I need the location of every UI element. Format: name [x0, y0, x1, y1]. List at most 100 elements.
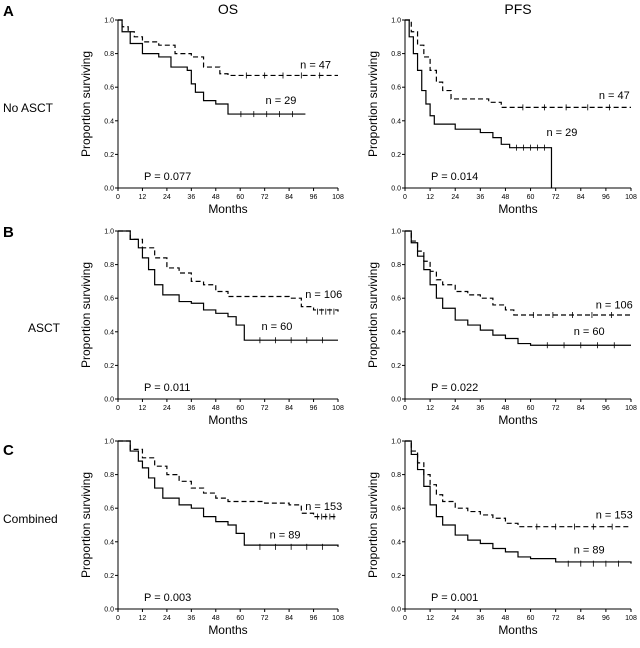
y-tick-label: 0.0: [391, 186, 401, 193]
x-tick-label: 0: [116, 194, 120, 201]
x-axis-label: Months: [208, 623, 247, 637]
column-title-os: OS: [218, 1, 238, 17]
y-axis-label: Proportion surviving: [366, 51, 380, 157]
x-tick-label: 12: [426, 405, 434, 412]
y-tick-label: 0.8: [104, 472, 114, 479]
y-tick-label: 0.4: [391, 539, 401, 546]
p-value-label: P = 0.014: [431, 171, 478, 183]
y-tick-label: 0.2: [391, 363, 401, 370]
x-tick-label: 108: [625, 615, 637, 622]
y-tick-label: 0.2: [104, 363, 114, 370]
x-tick-label: 36: [187, 194, 195, 201]
y-axis-label: Proportion surviving: [79, 51, 93, 157]
series-n-label: n = 106: [305, 289, 342, 301]
y-axis-label: Proportion surviving: [366, 262, 380, 368]
series-n-label: n = 89: [270, 529, 301, 541]
y-tick-label: 0.6: [391, 506, 401, 513]
chart-c-os: 0.0 0.2 0.4 0.6 0.8 1.0 0 12 24 36 48 60 72 84 96 108 Mo…: [79, 439, 344, 638]
y-tick-label: 0.2: [104, 152, 114, 159]
series-line-dashed: [405, 19, 631, 108]
x-tick-label: 96: [602, 194, 610, 201]
y-tick-label: 1.0: [104, 439, 114, 446]
series-n-label: n = 89: [574, 545, 605, 557]
x-tick-label: 48: [212, 615, 220, 622]
x-tick-label: 24: [163, 405, 171, 412]
y-tick-label: 0.4: [391, 118, 401, 125]
p-value-label: P = 0.001: [431, 592, 478, 604]
y-tick-label: 1.0: [104, 229, 114, 236]
x-tick-label: 60: [236, 405, 244, 412]
x-tick-label: 72: [552, 194, 560, 201]
x-tick-label: 24: [451, 194, 459, 201]
panel-letter-b: B: [3, 224, 14, 241]
series-line-solid: [118, 19, 306, 115]
y-tick-label: 0.4: [391, 329, 401, 336]
y-tick-label: 0.8: [104, 262, 114, 269]
x-axis-label: Months: [208, 202, 247, 216]
x-tick-label: 108: [332, 405, 344, 412]
series-line-solid: [405, 230, 631, 346]
chart-b-os: 0.0 0.2 0.4 0.6 0.8 1.0 0 12 24 36 48 60 72 84 96 108 Mo…: [79, 229, 344, 428]
y-axis-label: Proportion surviving: [79, 262, 93, 368]
p-value-label: P = 0.077: [144, 171, 191, 183]
x-tick-label: 60: [527, 405, 535, 412]
chart-a-os: 0.0 0.2 0.4 0.6 0.8 1.0 0 12 24 36 48 60 72 84 96 108 Mo…: [79, 18, 344, 217]
y-tick-label: 1.0: [391, 439, 401, 446]
p-value-label: P = 0.003: [144, 592, 191, 604]
y-axis-label: Proportion surviving: [366, 472, 380, 578]
chart-a-pfs: 0.0 0.2 0.4 0.6 0.8 1.0 0 12 24 36 48 60 72 84 96 108 Mo…: [366, 18, 637, 217]
y-tick-label: 0.6: [391, 85, 401, 92]
y-tick-label: 0.8: [391, 51, 401, 58]
series-n-label: n = 47: [300, 60, 331, 72]
x-tick-label: 84: [285, 194, 293, 201]
x-axis-label: Months: [208, 413, 247, 427]
series-line-dashed: [405, 440, 631, 528]
x-axis-label: Months: [498, 413, 537, 427]
y-tick-label: 0.6: [391, 296, 401, 303]
p-value-label: P = 0.022: [431, 382, 478, 394]
x-tick-label: 48: [212, 405, 220, 412]
x-tick-label: 108: [625, 405, 637, 412]
x-tick-label: 48: [212, 194, 220, 201]
x-tick-label: 12: [426, 194, 434, 201]
y-tick-label: 0.2: [391, 573, 401, 580]
x-tick-label: 84: [577, 615, 585, 622]
x-tick-label: 96: [310, 405, 318, 412]
x-tick-label: 108: [332, 194, 344, 201]
x-tick-label: 0: [403, 405, 407, 412]
x-tick-label: 60: [527, 194, 535, 201]
x-tick-label: 0: [116, 615, 120, 622]
series-n-label: n = 106: [596, 299, 633, 311]
x-tick-label: 36: [476, 194, 484, 201]
series-n-label: n = 60: [261, 321, 292, 333]
y-tick-label: 0.0: [391, 607, 401, 614]
y-tick-label: 0.0: [104, 397, 114, 404]
y-tick-label: 0.2: [391, 152, 401, 159]
x-tick-label: 12: [139, 615, 147, 622]
x-tick-label: 12: [139, 194, 147, 201]
x-tick-label: 72: [552, 615, 560, 622]
series-line-solid: [405, 440, 632, 564]
y-tick-label: 0.0: [391, 397, 401, 404]
x-tick-label: 48: [502, 194, 510, 201]
chart-b-pfs: 0.0 0.2 0.4 0.6 0.8 1.0 0 12 24 36 48 60 72 84 96 108 Mo…: [366, 229, 637, 428]
y-tick-label: 0.8: [391, 262, 401, 269]
x-tick-label: 0: [403, 194, 407, 201]
x-axis-label: Months: [498, 623, 537, 637]
x-tick-label: 12: [139, 405, 147, 412]
y-tick-label: 0.0: [104, 186, 114, 193]
series-n-label: n = 153: [305, 501, 342, 513]
series-line-solid: [118, 230, 338, 341]
x-tick-label: 24: [451, 615, 459, 622]
y-tick-label: 0.8: [391, 472, 401, 479]
y-tick-label: 1.0: [391, 229, 401, 236]
series-n-label: n = 153: [596, 509, 633, 521]
x-tick-label: 72: [261, 615, 269, 622]
series-n-label: n = 47: [599, 90, 630, 102]
series-line-dashed: [118, 230, 339, 312]
x-tick-label: 72: [552, 405, 560, 412]
x-tick-label: 72: [261, 194, 269, 201]
x-tick-label: 96: [310, 615, 318, 622]
y-tick-label: 0.0: [104, 607, 114, 614]
